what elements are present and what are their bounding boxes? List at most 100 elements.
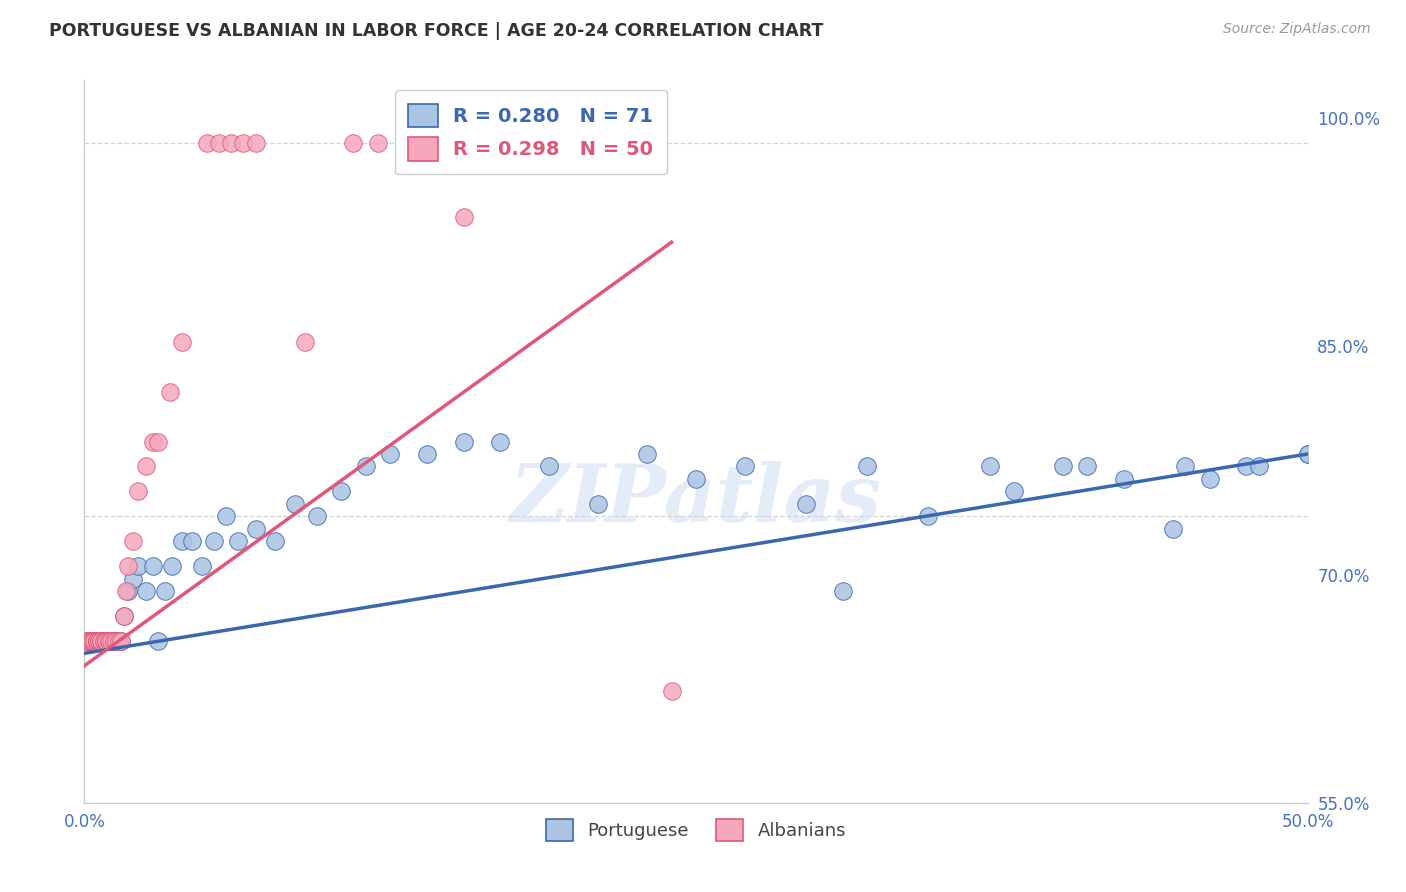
Text: Source: ZipAtlas.com: Source: ZipAtlas.com — [1223, 22, 1371, 37]
Point — [96, 633, 118, 648]
Point — [215, 509, 238, 524]
Point — [127, 559, 149, 574]
Point — [96, 633, 118, 648]
Point — [856, 459, 879, 474]
Point — [80, 633, 103, 648]
Point — [80, 633, 103, 648]
Point — [93, 633, 115, 648]
Point — [1296, 447, 1319, 461]
Point — [103, 633, 125, 648]
Point — [202, 534, 225, 549]
Point — [453, 211, 475, 225]
Text: PORTUGUESE VS ALBANIAN IN LABOR FORCE | AGE 20-24 CORRELATION CHART: PORTUGUESE VS ALBANIAN IN LABOR FORCE | … — [49, 22, 824, 40]
Point — [77, 633, 100, 648]
Point — [1236, 459, 1258, 474]
Point — [122, 534, 145, 549]
Point — [1114, 472, 1136, 486]
Point — [86, 633, 108, 648]
Point — [1161, 522, 1184, 536]
Point — [162, 559, 184, 574]
Point — [1174, 459, 1197, 474]
Point — [87, 633, 110, 648]
Point — [172, 334, 194, 349]
Point — [228, 534, 250, 549]
Point — [83, 633, 105, 648]
Point — [538, 459, 561, 474]
Point — [245, 522, 267, 536]
Point — [87, 633, 110, 648]
Point — [86, 633, 108, 648]
Point — [90, 633, 112, 648]
Point — [110, 633, 132, 648]
Point — [305, 509, 328, 524]
Point — [416, 447, 439, 461]
Legend: Portuguese, Albanians: Portuguese, Albanians — [538, 812, 853, 848]
Point — [80, 633, 103, 648]
Point — [103, 633, 125, 648]
Point — [105, 633, 128, 648]
Point — [208, 136, 231, 150]
Point — [127, 484, 149, 499]
Point — [294, 334, 316, 349]
Point — [146, 633, 169, 648]
Point — [97, 633, 120, 648]
Point — [97, 633, 120, 648]
Point — [83, 633, 105, 648]
Point — [86, 633, 108, 648]
Point — [979, 459, 1001, 474]
Point — [1076, 459, 1098, 474]
Point — [367, 136, 389, 150]
Point — [831, 584, 853, 599]
Point — [685, 472, 707, 486]
Point — [453, 434, 475, 449]
Point — [80, 633, 103, 648]
Point — [191, 559, 214, 574]
Point — [1052, 459, 1074, 474]
Point — [195, 136, 218, 150]
Point — [80, 633, 103, 648]
Point — [794, 497, 817, 511]
Point — [110, 633, 132, 648]
Point — [90, 633, 112, 648]
Point — [83, 633, 105, 648]
Point — [284, 497, 307, 511]
Point — [96, 633, 118, 648]
Point — [380, 447, 402, 461]
Point — [416, 136, 439, 150]
Point — [330, 484, 353, 499]
Point — [354, 459, 377, 474]
Point — [107, 633, 129, 648]
Point — [117, 584, 139, 599]
Point — [181, 534, 204, 549]
Point — [142, 559, 165, 574]
Point — [135, 584, 157, 599]
Point — [122, 572, 145, 586]
Point — [100, 633, 122, 648]
Point — [117, 559, 139, 574]
Point — [232, 136, 254, 150]
Point — [93, 633, 115, 648]
Point — [105, 633, 128, 648]
Point — [87, 633, 110, 648]
Point — [83, 633, 105, 648]
Point — [586, 497, 609, 511]
Point — [77, 633, 100, 648]
Point — [96, 633, 118, 648]
Point — [112, 609, 135, 624]
Point — [115, 584, 138, 599]
Point — [76, 633, 98, 648]
Point — [87, 633, 110, 648]
Point — [264, 534, 287, 549]
Point — [90, 633, 112, 648]
Point — [100, 633, 122, 648]
Point — [142, 434, 165, 449]
Point — [135, 459, 157, 474]
Point — [86, 633, 108, 648]
Text: ZIPatlas: ZIPatlas — [510, 460, 882, 538]
Point — [107, 633, 129, 648]
Point — [661, 683, 683, 698]
Point — [86, 633, 108, 648]
Point — [172, 534, 194, 549]
Point — [77, 633, 100, 648]
Point — [245, 136, 267, 150]
